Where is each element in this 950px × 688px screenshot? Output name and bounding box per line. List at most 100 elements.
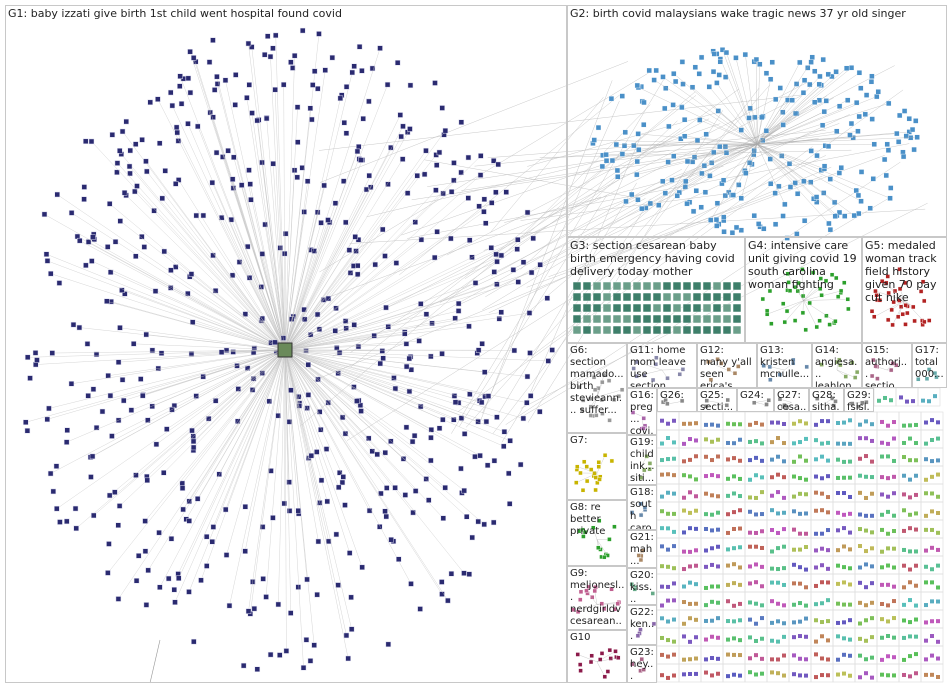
edge bbox=[251, 46, 286, 351]
node bbox=[722, 192, 729, 199]
group-box: G22: ken... bbox=[627, 605, 657, 645]
node bbox=[105, 372, 111, 379]
node bbox=[820, 56, 826, 63]
node bbox=[849, 360, 855, 365]
node bbox=[180, 506, 186, 513]
group-label: G1: baby izzati give birth 1st child wen… bbox=[8, 7, 342, 20]
node bbox=[936, 656, 940, 661]
edge bbox=[284, 219, 329, 351]
node bbox=[754, 638, 758, 643]
node bbox=[772, 96, 779, 103]
node bbox=[358, 408, 364, 414]
node bbox=[710, 562, 714, 567]
edge bbox=[284, 126, 404, 351]
node bbox=[694, 137, 701, 144]
node bbox=[309, 116, 315, 123]
node bbox=[782, 201, 788, 208]
node bbox=[751, 212, 757, 219]
node bbox=[603, 151, 609, 158]
node bbox=[759, 114, 765, 121]
node bbox=[403, 363, 410, 370]
node bbox=[273, 32, 279, 39]
node bbox=[916, 376, 921, 382]
node bbox=[892, 529, 896, 534]
node bbox=[601, 372, 607, 378]
node bbox=[776, 601, 780, 606]
node bbox=[481, 196, 488, 203]
edge bbox=[221, 349, 286, 353]
node bbox=[445, 597, 451, 604]
node bbox=[300, 665, 307, 671]
edge bbox=[284, 349, 497, 418]
edge bbox=[487, 141, 699, 159]
node bbox=[886, 476, 890, 481]
node bbox=[890, 361, 895, 366]
node bbox=[688, 437, 692, 442]
node bbox=[451, 177, 457, 184]
node bbox=[295, 507, 301, 514]
node bbox=[814, 548, 818, 553]
group-label: G22: ken... bbox=[630, 607, 655, 642]
node bbox=[782, 673, 786, 678]
node bbox=[225, 147, 231, 154]
node bbox=[856, 404, 861, 409]
node bbox=[703, 131, 709, 137]
node bbox=[580, 527, 586, 533]
node bbox=[57, 519, 63, 525]
node bbox=[769, 59, 775, 65]
node bbox=[174, 129, 180, 136]
node bbox=[836, 420, 840, 425]
node bbox=[870, 600, 874, 605]
group-label: G7: bbox=[570, 435, 588, 446]
node bbox=[672, 511, 676, 516]
node bbox=[930, 619, 934, 624]
node bbox=[599, 651, 605, 656]
node bbox=[282, 230, 289, 237]
node bbox=[403, 424, 410, 431]
node bbox=[804, 531, 808, 536]
node bbox=[936, 458, 940, 463]
node bbox=[804, 477, 808, 482]
node bbox=[908, 654, 912, 659]
edge bbox=[92, 349, 286, 457]
node bbox=[798, 656, 802, 661]
node bbox=[814, 324, 819, 330]
edge bbox=[50, 273, 286, 351]
node bbox=[924, 477, 928, 482]
node bbox=[885, 274, 890, 279]
node bbox=[527, 393, 534, 399]
node bbox=[594, 413, 599, 418]
node bbox=[260, 576, 266, 582]
node bbox=[930, 634, 934, 639]
node bbox=[452, 315, 458, 322]
node bbox=[842, 636, 846, 641]
node bbox=[642, 467, 647, 473]
node bbox=[934, 374, 939, 380]
edge bbox=[283, 84, 286, 351]
node bbox=[698, 204, 704, 210]
node bbox=[936, 585, 940, 590]
node bbox=[632, 281, 642, 291]
node bbox=[325, 217, 331, 223]
node bbox=[918, 289, 924, 294]
node bbox=[710, 422, 714, 427]
edge bbox=[197, 126, 286, 351]
node bbox=[210, 252, 216, 259]
edge bbox=[196, 215, 286, 351]
node bbox=[886, 441, 890, 446]
node bbox=[869, 309, 875, 314]
node bbox=[748, 422, 752, 427]
node bbox=[754, 621, 758, 626]
edge bbox=[159, 349, 286, 588]
node bbox=[886, 509, 890, 514]
node bbox=[359, 68, 365, 74]
node bbox=[703, 404, 709, 409]
edge bbox=[164, 251, 286, 351]
edge bbox=[266, 117, 286, 351]
node bbox=[864, 638, 868, 643]
node bbox=[770, 599, 774, 604]
node bbox=[291, 52, 298, 59]
node bbox=[622, 314, 632, 324]
node bbox=[804, 421, 808, 426]
node bbox=[899, 395, 903, 400]
